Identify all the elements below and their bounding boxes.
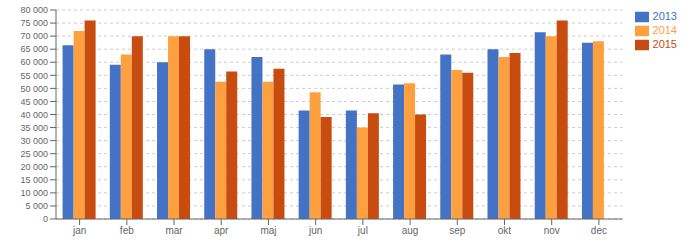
svg-text:20 000: 20 000 <box>20 162 48 172</box>
svg-text:maj: maj <box>260 225 276 236</box>
svg-text:feb: feb <box>120 225 134 236</box>
svg-text:70 000: 70 000 <box>20 31 48 41</box>
svg-text:okt: okt <box>498 225 512 236</box>
html-text:2013: 2013 <box>652 10 677 22</box>
svg-text:80 000: 80 000 <box>20 5 48 15</box>
svg-text:45 000: 45 000 <box>20 97 48 107</box>
svg-text:0: 0 <box>43 214 48 224</box>
svg-text:jul: jul <box>357 225 368 236</box>
svg-text:60 000: 60 000 <box>20 57 48 67</box>
svg-text:aug: aug <box>402 225 419 236</box>
svg-text:apr: apr <box>214 225 229 236</box>
svg-text:jun: jun <box>308 225 322 236</box>
svg-text:nov: nov <box>544 225 560 236</box>
svg-text:dec: dec <box>591 225 607 236</box>
svg-text:55 000: 55 000 <box>20 71 48 81</box>
svg-text:40 000: 40 000 <box>20 110 48 120</box>
svg-text:mar: mar <box>165 225 183 236</box>
svg-text:sep: sep <box>449 225 466 236</box>
svg-text:75 000: 75 000 <box>20 18 48 28</box>
svg-text:jan: jan <box>72 225 86 236</box>
svg-text:35 000: 35 000 <box>20 123 48 133</box>
html-text:2014: 2014 <box>652 24 677 37</box>
svg-text:25 000: 25 000 <box>20 149 48 159</box>
svg-text:10 000: 10 000 <box>20 188 48 198</box>
svg-text:65 000: 65 000 <box>20 44 48 54</box>
svg-text:15 000: 15 000 <box>20 175 48 185</box>
svg-text:30 000: 30 000 <box>20 136 48 146</box>
svg-text:50 000: 50 000 <box>20 84 48 94</box>
svg-text:5 000: 5 000 <box>25 201 48 211</box>
html-text:2015: 2015 <box>652 38 677 51</box>
